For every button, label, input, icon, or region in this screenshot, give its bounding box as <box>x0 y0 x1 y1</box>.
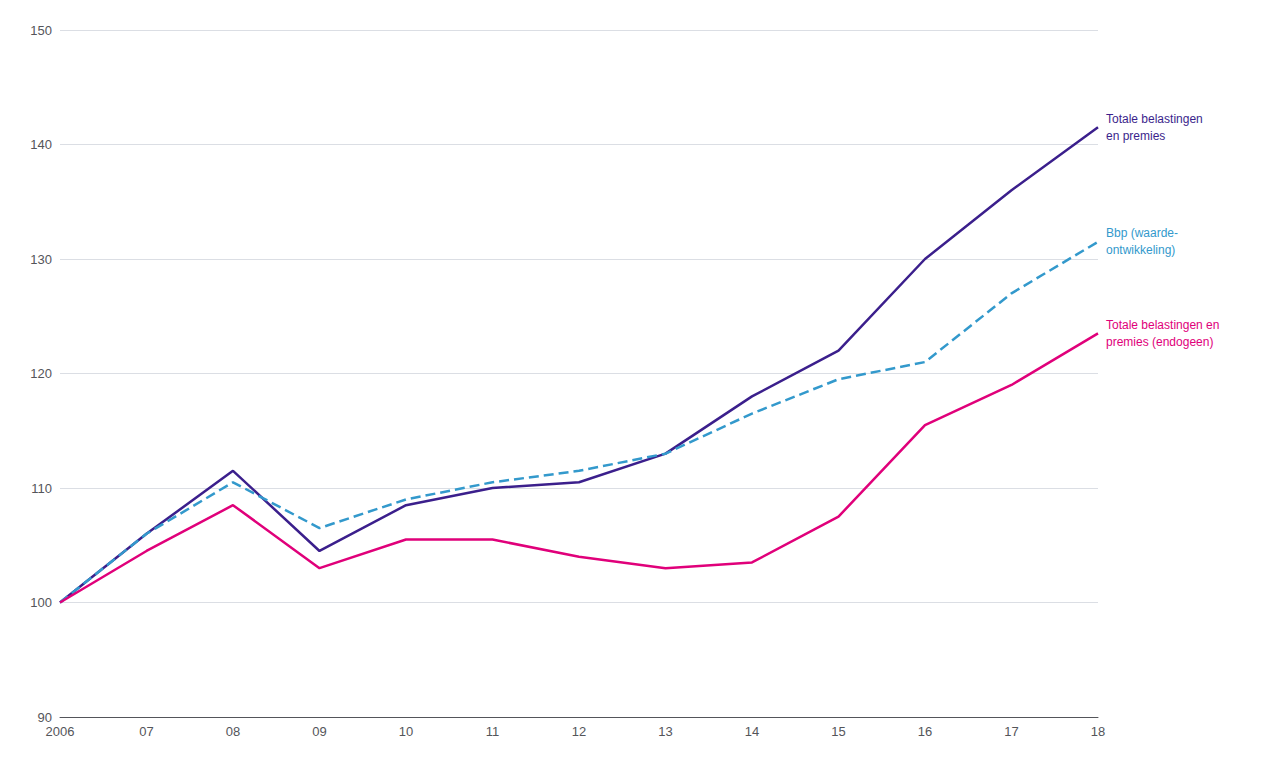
svg-text:150: 150 <box>30 23 52 38</box>
svg-text:17: 17 <box>1004 724 1018 739</box>
svg-text:18: 18 <box>1091 724 1105 739</box>
svg-text:ontwikkeling): ontwikkeling) <box>1106 243 1175 257</box>
svg-text:Bbp (waarde-: Bbp (waarde- <box>1106 226 1178 240</box>
svg-text:130: 130 <box>30 252 52 267</box>
svg-text:08: 08 <box>226 724 240 739</box>
svg-text:09: 09 <box>312 724 326 739</box>
svg-text:Totale belastingen: Totale belastingen <box>1106 112 1203 126</box>
svg-text:11: 11 <box>486 724 500 739</box>
svg-text:110: 110 <box>31 481 52 496</box>
svg-text:Totale belastingen en: Totale belastingen en <box>1106 318 1219 332</box>
svg-text:15: 15 <box>831 724 845 739</box>
svg-text:14: 14 <box>745 724 759 739</box>
svg-text:100: 100 <box>30 595 52 610</box>
svg-text:90: 90 <box>38 710 52 725</box>
svg-text:120: 120 <box>30 366 52 381</box>
svg-text:2006: 2006 <box>46 724 75 739</box>
svg-text:16: 16 <box>918 724 932 739</box>
svg-text:12: 12 <box>572 724 586 739</box>
svg-text:13: 13 <box>658 724 672 739</box>
svg-text:en premies: en premies <box>1106 129 1165 143</box>
svg-text:10: 10 <box>399 724 413 739</box>
svg-text:premies (endogeen): premies (endogeen) <box>1106 335 1213 349</box>
svg-text:07: 07 <box>139 724 153 739</box>
svg-text:140: 140 <box>30 137 52 152</box>
